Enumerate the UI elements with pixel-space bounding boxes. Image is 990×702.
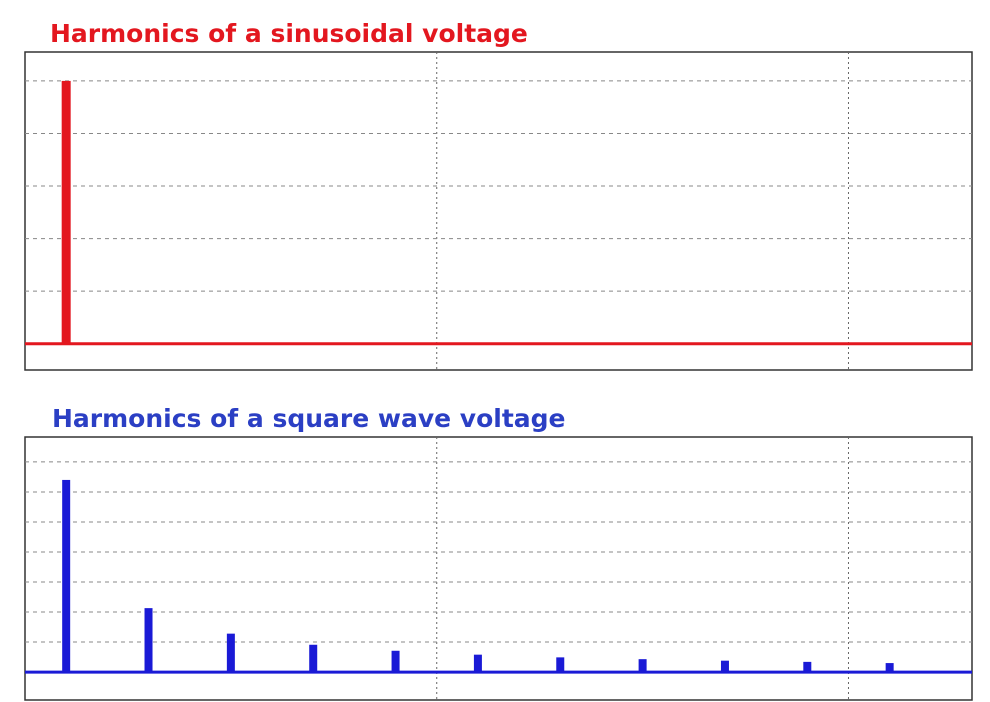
plot-area (24, 436, 973, 701)
chart-title: Harmonics of a sinusoidal voltage (50, 19, 528, 48)
harmonic-bar (309, 644, 318, 673)
harmonic-bar (62, 479, 71, 673)
harmonic-bar (803, 661, 812, 673)
chart-title: Harmonics of a square wave voltage (52, 404, 566, 433)
harmonic-bar (638, 659, 647, 673)
harmonic-bar (226, 633, 235, 673)
harmonic-bar (144, 608, 153, 673)
harmonic-bar (391, 650, 400, 673)
harmonic-bar (61, 80, 71, 344)
harmonic-bar (720, 660, 729, 673)
harmonic-bar (885, 663, 894, 673)
harmonic-bar (473, 654, 482, 673)
harmonic-bar (556, 657, 565, 673)
plot-area (24, 51, 973, 371)
